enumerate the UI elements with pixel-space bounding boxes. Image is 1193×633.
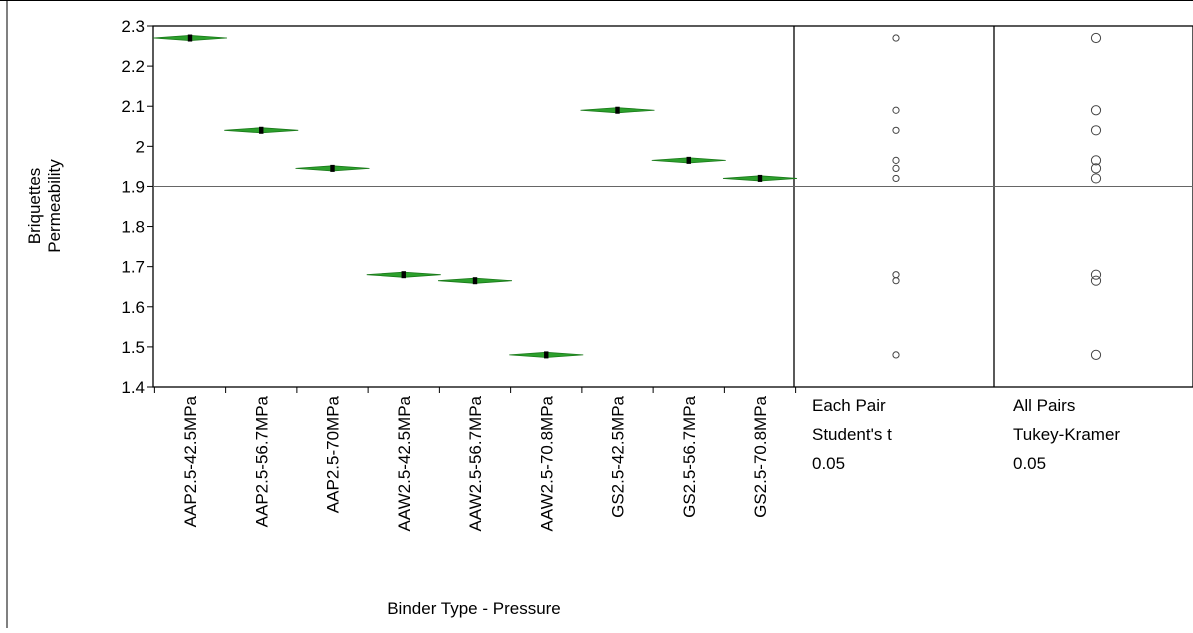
comparison-circle	[892, 174, 900, 183]
y-tick-label: 2.2	[121, 57, 145, 76]
data-point	[472, 277, 478, 285]
comparison-circle	[892, 126, 900, 134]
comparison-circle	[892, 34, 900, 42]
data-point	[615, 106, 620, 114]
data-point	[544, 351, 549, 359]
y-axis-title: Briquettes Permeability	[25, 159, 64, 253]
comparison-circle	[892, 164, 900, 172]
x-tick-label: GS2.5-42.5MPa	[609, 395, 628, 517]
data-point	[686, 156, 691, 164]
y-tick-label: 2.3	[121, 17, 145, 36]
y-tick-label: 1.9	[121, 177, 145, 196]
y-axis-title-line-2: Permeability	[45, 159, 64, 253]
students-panel-label: Each Pair Student's t 0.05	[812, 396, 892, 473]
x-tick-label: GS2.5-56.7MPa	[680, 395, 699, 517]
x-axis: AAP2.5-42.5MPa AAP2.5-56.7MPa AAP2.5-70MPa…	[153, 387, 797, 531]
x-tick-label: GS2.5-70.8MPa	[751, 395, 770, 517]
comparison-circle	[1090, 173, 1102, 184]
comparison-circle	[1090, 269, 1102, 280]
data-point	[330, 164, 335, 172]
comparison-circle	[892, 271, 900, 279]
y-axis-title-line-1: Briquettes	[25, 168, 44, 245]
data-marks	[152, 34, 798, 359]
y-tick-label: 2.1	[121, 97, 145, 116]
plot-area-border	[152, 25, 1193, 388]
data-point	[259, 126, 264, 134]
tukey-label-line-3: 0.05	[1013, 454, 1046, 473]
x-tick-label: AAW2.5-42.5MPa	[395, 395, 414, 531]
students-label-line-3: 0.05	[812, 454, 845, 473]
data-point	[187, 34, 193, 42]
comparison-circles-tukey	[1090, 32, 1102, 361]
data-point	[401, 271, 406, 279]
students-label-line-2: Student's t	[812, 425, 892, 444]
y-tick-label: 1.4	[121, 378, 145, 397]
comparison-circle	[892, 156, 900, 164]
comparison-circle	[892, 277, 900, 285]
comparison-circle	[892, 351, 900, 359]
data-point	[757, 174, 763, 182]
x-tick-label: AAP2.5-70MPa	[324, 395, 343, 513]
comparison-circle	[892, 106, 900, 114]
y-axis: 2.3 2.2 2.1 2 1.9 1.8 1.7 1.6 1.5 1.4	[121, 17, 153, 397]
comparison-circle	[1090, 349, 1102, 361]
comparison-circle	[1090, 32, 1102, 44]
x-tick-label: AAW2.5-70.8MPa	[537, 395, 556, 531]
y-tick-label: 1.5	[121, 338, 145, 357]
comparison-circle	[1090, 105, 1102, 116]
y-tick-label: 1.7	[121, 258, 145, 277]
comparison-circle	[1090, 275, 1102, 286]
tukey-panel-label: All Pairs Tukey-Kramer 0.05	[1013, 396, 1120, 473]
tukey-label-line-1: All Pairs	[1013, 396, 1075, 415]
comparison-circle	[1090, 125, 1102, 136]
comparison-circle	[1090, 163, 1102, 174]
x-tick-label: AAP2.5-42.5MPa	[181, 395, 200, 527]
x-axis-title: Binder Type - Pressure	[387, 599, 561, 618]
y-tick-label: 1.8	[121, 218, 145, 237]
x-tick-label: AAP2.5-56.7MPa	[252, 395, 271, 527]
students-label-line-1: Each Pair	[812, 396, 886, 415]
y-tick-label: 1.6	[121, 298, 145, 317]
tukey-label-line-2: Tukey-Kramer	[1013, 425, 1120, 444]
x-tick-label: AAW2.5-56.7MPa	[466, 395, 485, 531]
comparison-circles-students	[892, 34, 900, 359]
comparison-circle	[1090, 155, 1102, 166]
y-tick-label: 2	[136, 137, 145, 156]
